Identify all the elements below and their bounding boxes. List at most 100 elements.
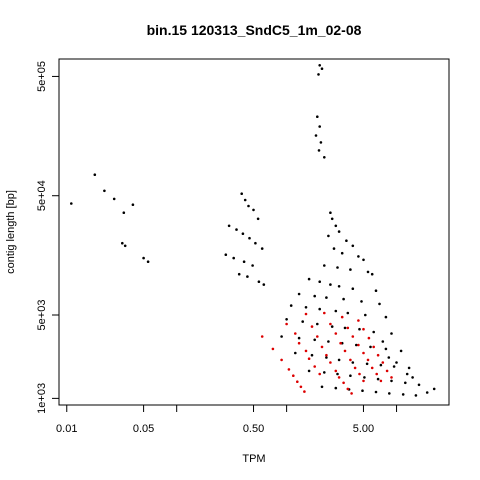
data-point-black	[334, 386, 338, 390]
y-tick-label: 5e+03	[36, 300, 48, 331]
data-point-black	[316, 322, 319, 326]
data-point-black	[349, 268, 352, 271]
data-point-black	[337, 358, 341, 362]
data-point-red	[350, 392, 353, 395]
data-point-red	[370, 366, 374, 370]
data-point-red	[358, 372, 361, 376]
data-point-black	[297, 292, 301, 296]
data-point-black	[417, 383, 421, 387]
data-point-black	[320, 67, 324, 70]
data-point-red	[342, 381, 345, 385]
data-point-red	[366, 358, 370, 362]
data-point-black	[251, 264, 254, 267]
data-point-black	[366, 270, 370, 274]
data-point-black	[318, 64, 322, 67]
data-point-black	[243, 198, 247, 202]
x-tick-label: 0.01	[56, 423, 77, 435]
data-point-black	[142, 256, 145, 260]
data-point-black	[390, 379, 393, 383]
data-point-black	[256, 217, 260, 221]
data-point-red	[334, 369, 338, 373]
data-point-black	[123, 244, 127, 248]
data-point-black	[307, 369, 311, 373]
data-point-red	[287, 368, 291, 371]
data-point-black	[319, 141, 323, 144]
data-point-red	[367, 336, 371, 340]
data-point-black	[349, 374, 352, 378]
data-point-red	[385, 369, 389, 373]
data-point-red	[346, 326, 350, 330]
data-point-black	[388, 392, 391, 395]
data-point-black	[317, 73, 320, 76]
y-axis-label: contig length [bp]	[5, 190, 17, 274]
data-point-red	[316, 335, 319, 338]
data-point-black	[247, 204, 250, 208]
data-point-black	[336, 372, 339, 376]
data-point-black	[432, 387, 436, 391]
data-point-black	[363, 376, 366, 379]
x-axis-label: TPM	[242, 453, 265, 465]
data-point-black	[252, 208, 255, 212]
data-point-black	[246, 275, 249, 278]
data-point-black	[260, 247, 264, 250]
data-point-black	[340, 251, 344, 255]
data-point-black	[314, 134, 318, 137]
data-point-black	[332, 247, 336, 250]
data-point-black	[346, 311, 350, 315]
data-point-black	[390, 332, 393, 335]
data-point-red	[297, 341, 301, 345]
data-point-black	[318, 125, 322, 128]
data-point-black	[381, 340, 385, 343]
data-point-black	[407, 366, 411, 370]
data-point-black	[384, 315, 388, 319]
data-point-black	[330, 325, 334, 328]
data-point-red	[376, 353, 380, 357]
data-point-black	[372, 330, 376, 334]
data-point-black	[227, 224, 231, 228]
data-point-black	[379, 363, 383, 367]
data-point-black	[411, 376, 414, 379]
data-point-red	[329, 361, 332, 364]
data-point-red	[390, 376, 393, 379]
chart-title: bin.15 120313_SndC5_1m_02-08	[147, 22, 362, 38]
data-point-red	[285, 322, 288, 326]
data-point-red	[339, 341, 342, 345]
data-point-red	[346, 387, 350, 391]
data-point-black	[369, 345, 372, 349]
data-point-black	[327, 340, 330, 343]
data-point-black	[103, 189, 106, 193]
y-axis: 1e+03 5e+03 5e+04 5e+05	[36, 61, 59, 414]
data-point-red	[357, 319, 360, 322]
data-point-black	[320, 385, 324, 389]
data-point-black	[345, 239, 348, 242]
data-point-red	[320, 345, 324, 349]
data-point-red	[343, 349, 347, 353]
data-point-red	[381, 361, 385, 364]
data-point-black	[323, 371, 326, 374]
data-point-black	[122, 211, 126, 214]
data-point-black	[374, 289, 378, 293]
data-point-red	[362, 351, 365, 355]
data-point-black	[121, 241, 124, 245]
data-point-red	[325, 353, 328, 357]
data-point-black	[337, 285, 341, 288]
data-point-black	[404, 381, 407, 385]
data-point-red	[292, 374, 295, 378]
data-point-black	[342, 297, 345, 301]
y-tick-label: 5e+05	[36, 61, 48, 92]
data-point-black	[336, 266, 339, 269]
data-point-black	[257, 280, 261, 284]
data-point-black	[334, 224, 338, 228]
data-point-black	[93, 173, 97, 176]
data-point-black	[240, 192, 243, 195]
data-point-black	[262, 283, 266, 286]
data-point-red	[299, 385, 303, 389]
data-point-black	[318, 280, 322, 284]
data-point-black	[294, 351, 297, 355]
data-point-red	[271, 347, 275, 351]
data-point-black	[313, 338, 317, 342]
data-point-black	[405, 372, 409, 376]
data-point-black	[285, 318, 288, 321]
data-point-black	[351, 244, 355, 248]
